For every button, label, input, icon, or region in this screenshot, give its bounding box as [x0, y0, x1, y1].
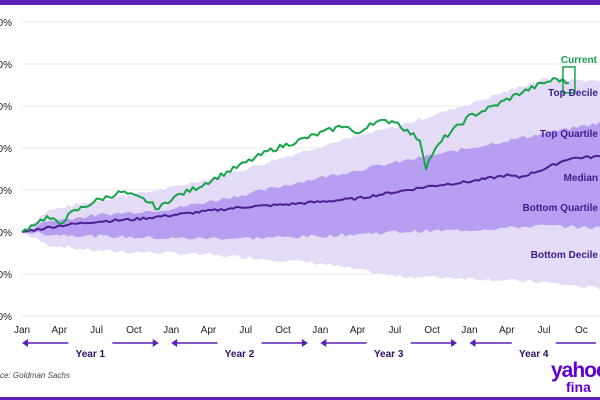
year-label-bg [217, 337, 262, 349]
year-label: Year 2 [225, 349, 255, 360]
x-tick-label: Jan [461, 325, 477, 336]
year-arrow-left [171, 339, 178, 347]
year-arrow-right [451, 339, 458, 347]
band-label-3: Bottom Quartile [522, 203, 598, 214]
x-tick-label: Apr [201, 325, 217, 336]
bands [22, 77, 600, 291]
year-label-bg [511, 337, 556, 349]
y-tick-label: 0% [0, 312, 12, 323]
year-arrow-right [152, 339, 159, 347]
band-label-2: Median [564, 173, 598, 184]
year-markers: Year 1 Year 2 Year 3 Year 4 [22, 337, 596, 360]
series-line-current [21, 77, 569, 233]
y-tick-label: 0% [0, 60, 12, 71]
x-tick-label: Jul [538, 325, 551, 336]
x-tick-label: Jan [312, 325, 328, 336]
x-tick-label: Apr [499, 325, 515, 336]
band-area [22, 121, 600, 240]
x-tick-label: Oct [126, 325, 142, 336]
yahoo-finance-logo-sub: fina [566, 379, 591, 395]
band-labels: Top Decile Top Quartile Median Bottom Quart… [522, 88, 598, 261]
year-arrow-left [22, 339, 28, 347]
source-note: ce: Goldman Sachs [0, 371, 70, 380]
year-label: Year 4 [519, 349, 549, 360]
year-arrow-left [469, 339, 476, 347]
y-tick-label: 0% [0, 144, 12, 155]
x-tick-label: Jul [389, 325, 402, 336]
y-tick-label: 0% [0, 102, 12, 113]
x-tick-label: Jan [14, 325, 30, 336]
series: Current [21, 55, 600, 233]
x-tick-labels: Jan Apr Jul Oct Jan Apr Jul Oct Jan Apr Jul Oct Jan A… [14, 325, 588, 336]
band-label-0: Top Decile [548, 88, 598, 99]
y-tick-label: 0% [0, 18, 12, 29]
year-arrow-left [320, 339, 327, 347]
yahoo-logo: yahoo [551, 359, 600, 382]
series-line-median [21, 154, 600, 233]
y-tick-label: 0% [0, 186, 12, 197]
x-tick-label: Apr [52, 325, 68, 336]
x-tick-label: Apr [350, 325, 366, 336]
y-tick-labels: 0% 0% 0% 0% 0% 0% 0% 0% [0, 18, 12, 323]
x-tick-label: Oct [424, 325, 440, 336]
year-label: Year 3 [374, 349, 404, 360]
year-label: Year 1 [76, 349, 106, 360]
year-label-bg [68, 337, 113, 349]
x-tick-label: Oc [575, 325, 588, 336]
y-tick-label: 0% [0, 228, 12, 239]
band-label-1: Top Quartile [540, 129, 599, 140]
bottom-frame-bar [0, 397, 600, 400]
x-tick-label: Oct [275, 325, 291, 336]
y-tick-label: 0% [0, 270, 12, 281]
year-arrow-right [301, 339, 308, 347]
year-label-bg [366, 337, 411, 349]
x-tick-label: Jul [90, 325, 103, 336]
current-label: Current [561, 55, 598, 66]
x-tick-label: Jul [239, 325, 252, 336]
top-frame-bar [0, 0, 600, 5]
x-tick-label: Jan [163, 325, 179, 336]
band-label-4: Bottom Decile [531, 250, 599, 261]
current-marker-box [562, 66, 576, 94]
